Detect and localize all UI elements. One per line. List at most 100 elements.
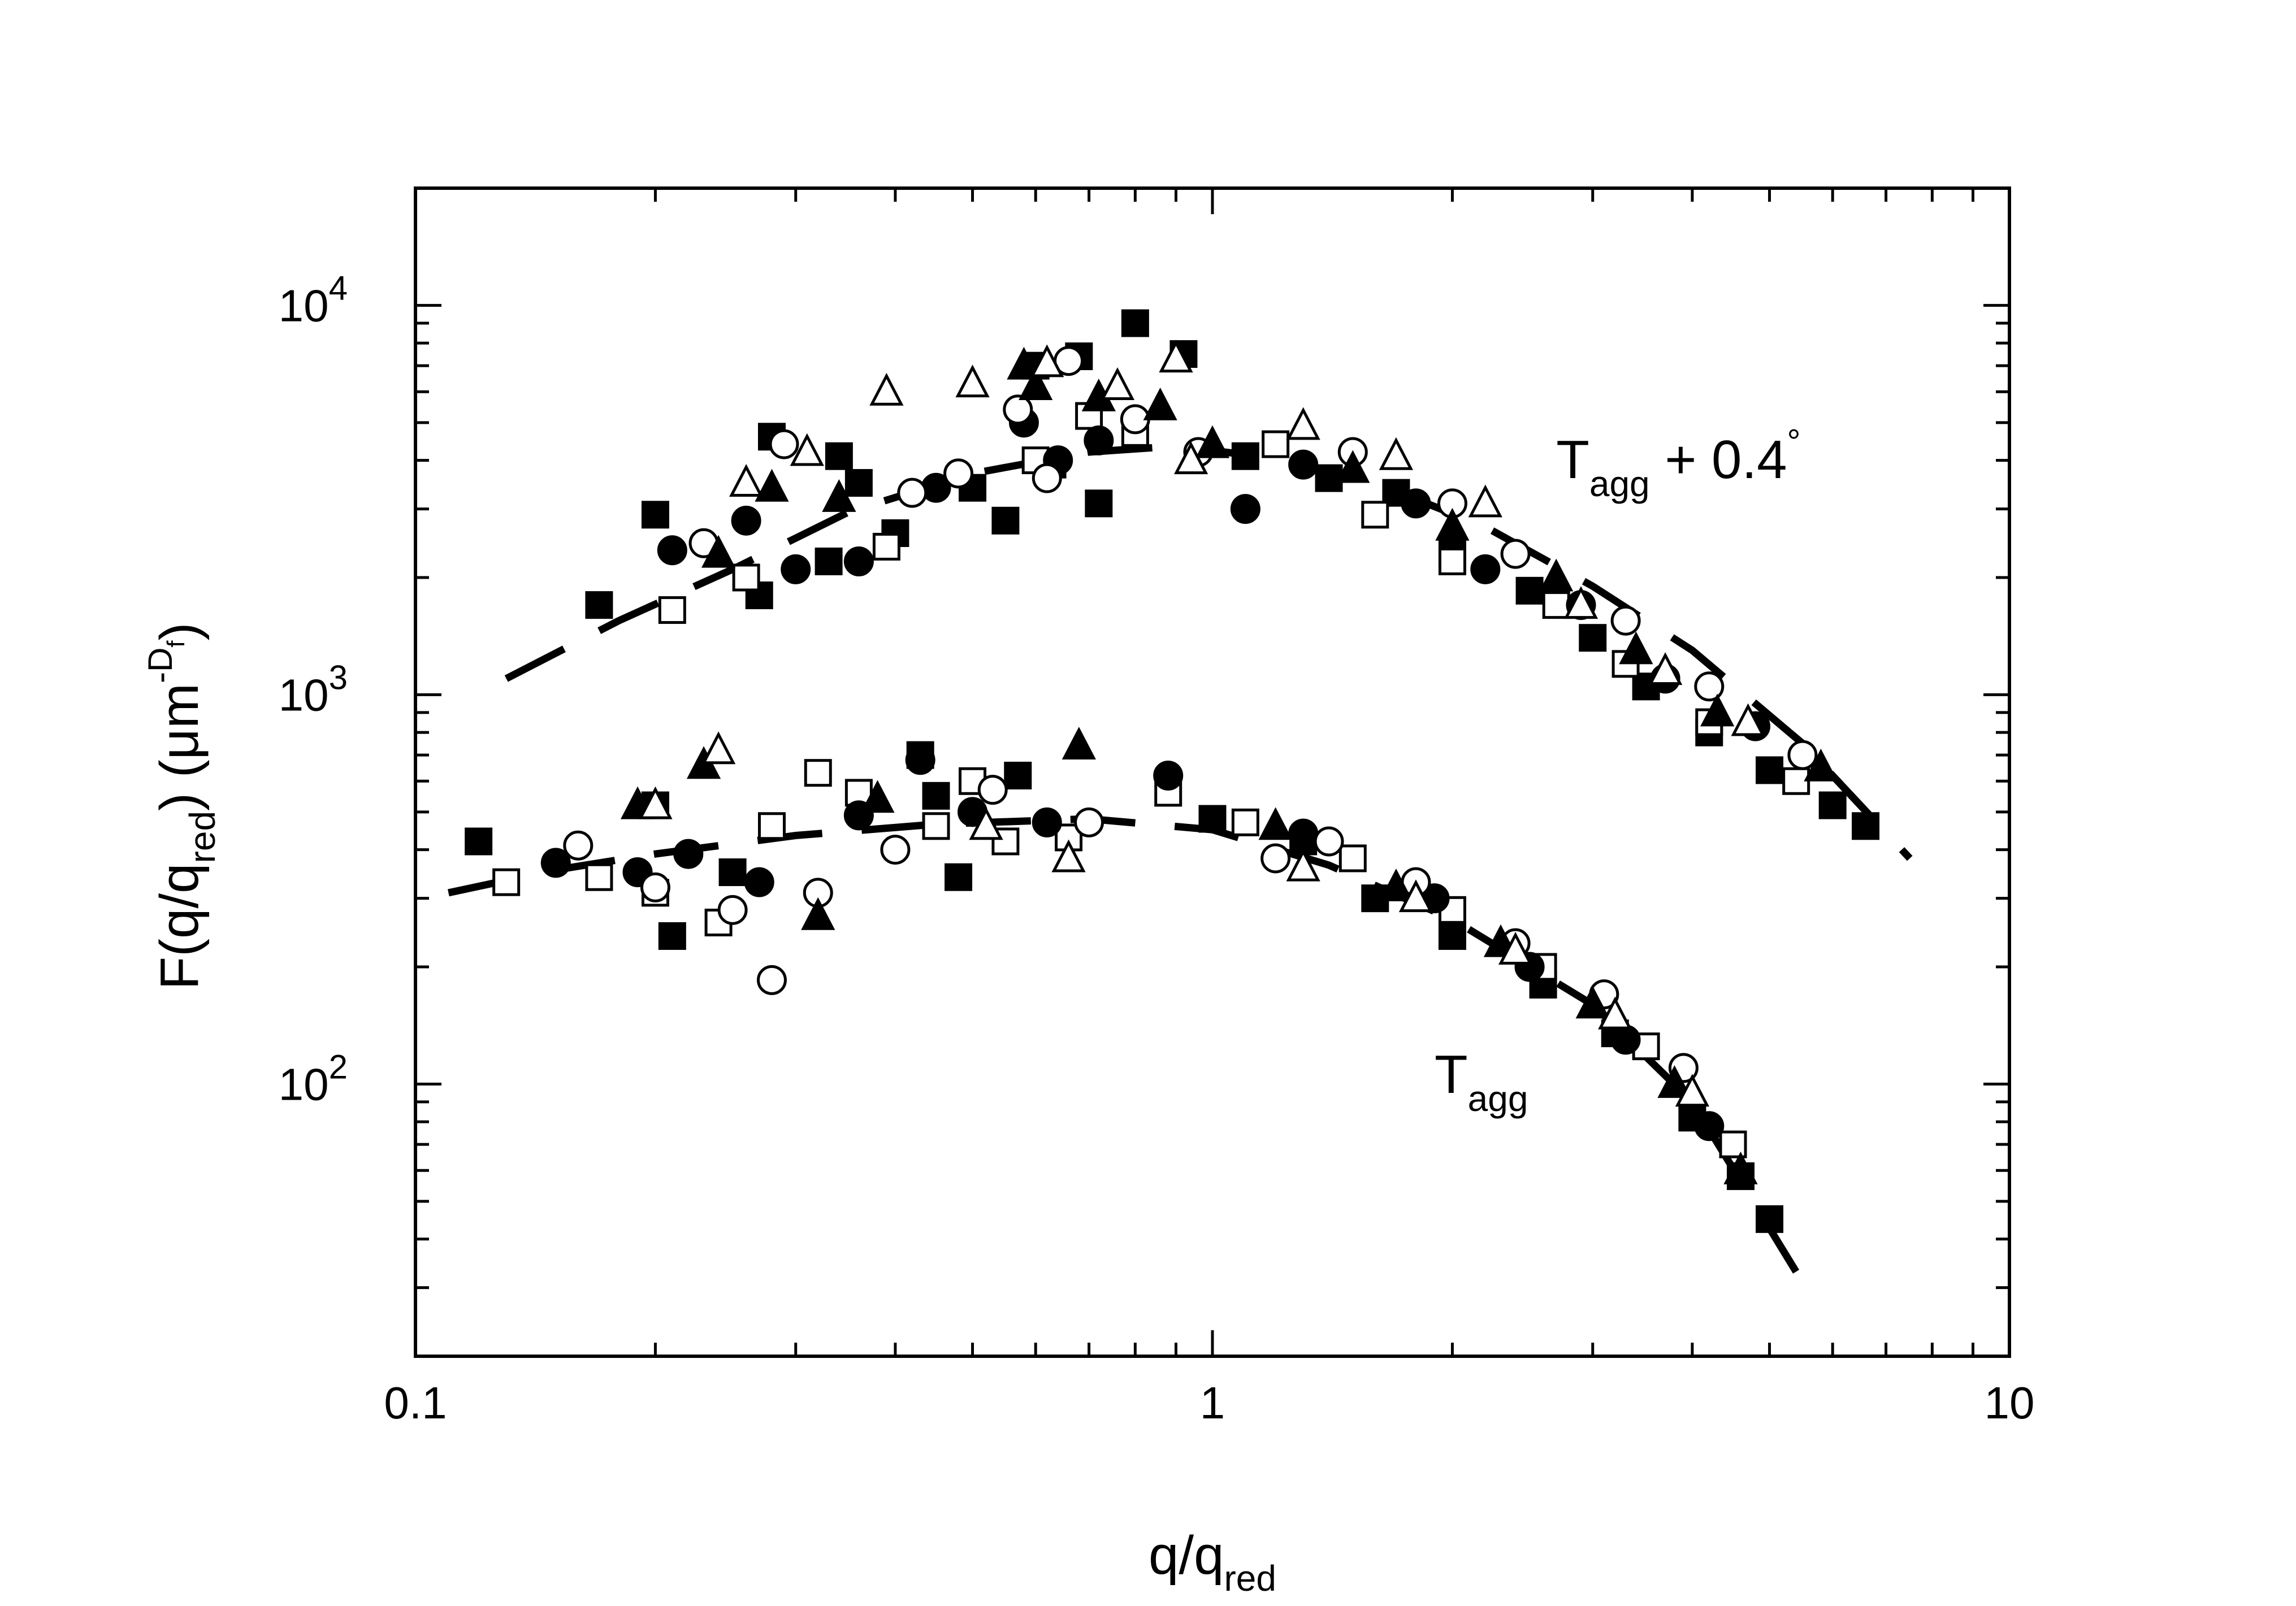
data-point-open-triangle: [790, 433, 824, 466]
data-point-open-circle: [1003, 394, 1033, 425]
y-tick-label-exp: 4: [329, 269, 348, 307]
data-point-filled-triangle: [1062, 727, 1096, 760]
data-point-filled-circle: [1401, 488, 1431, 519]
data-point-filled-circle: [1084, 425, 1114, 455]
plot-frame: [414, 186, 2011, 1358]
y-tick-label-base: 10: [279, 1059, 329, 1109]
data-point-open-circle: [1694, 671, 1725, 702]
annotation-tagg-plus-base: T: [1556, 429, 1589, 490]
y-axis-title-sub1: red: [182, 811, 223, 863]
data-point-open-circle: [1260, 843, 1291, 874]
data-point-filled-circle: [1288, 449, 1319, 480]
data-point-filled-circle: [1153, 760, 1184, 791]
y-axis-title-part3: ): [149, 623, 210, 641]
data-point-filled-circle: [1610, 1025, 1641, 1055]
data-point-filled-circle: [731, 505, 761, 536]
x-tick-label: 10: [1985, 1378, 2035, 1428]
data-point-filled-square: [718, 858, 747, 887]
data-point-filled-triangle: [755, 468, 789, 502]
data-point-open-circle: [640, 872, 670, 902]
data-point-open-square: [1262, 430, 1290, 458]
annotation-tagg-base: T: [1435, 1044, 1468, 1105]
data-point-open-square: [732, 563, 760, 592]
data-point-open-triangle: [1731, 703, 1765, 736]
y-tick-label: 104: [279, 269, 348, 331]
data-point-open-square: [1438, 547, 1466, 575]
data-point-filled-circle: [1032, 807, 1062, 837]
annotation-tagg-plus-sup: °: [1787, 423, 1801, 461]
x-axis-title-main: q/q: [1149, 1525, 1224, 1586]
x-tick-label: 0.1: [384, 1378, 447, 1428]
data-point-open-square: [1361, 501, 1389, 529]
data-point-open-circle: [1074, 807, 1104, 837]
annotation-tagg-plus-rest: + 0.4: [1650, 429, 1787, 490]
data-point-filled-circle: [540, 848, 571, 878]
data-point-open-triangle: [1598, 996, 1632, 1030]
data-point-open-triangle: [1286, 407, 1320, 440]
data-point-open-triangle: [1675, 1074, 1710, 1107]
data-point-open-triangle: [1030, 344, 1064, 377]
data-point-open-square: [1231, 808, 1259, 836]
data-point-open-triangle: [969, 807, 1003, 840]
data-point-open-triangle: [955, 364, 990, 398]
data-point-open-triangle: [869, 372, 904, 406]
data-point-filled-triangle: [1539, 558, 1574, 592]
data-point-filled-square: [1085, 489, 1113, 518]
data-point-open-circle: [769, 429, 799, 459]
data-point-filled-circle: [1470, 554, 1501, 584]
data-point-open-circle: [943, 458, 974, 489]
data-point-filled-triangle: [1723, 1151, 1758, 1184]
data-point-filled-triangle: [1804, 748, 1838, 782]
data-point-open-circle: [977, 775, 1008, 805]
data-point-filled-triangle: [1007, 346, 1041, 380]
data-point-filled-square: [844, 469, 873, 497]
data-point-open-triangle: [1379, 437, 1414, 470]
data-point-open-circle: [1314, 826, 1344, 857]
data-point-open-triangle: [1100, 367, 1135, 400]
data-point-filled-triangle: [1019, 367, 1053, 400]
data-point-open-circle: [897, 478, 928, 508]
data-point-open-circle: [717, 895, 748, 925]
data-point-open-triangle: [1051, 839, 1086, 873]
data-point-filled-square: [825, 442, 853, 470]
data-point-filled-triangle: [1575, 986, 1610, 1019]
data-point-filled-square: [1438, 922, 1466, 950]
annotation-tagg-sub: agg: [1468, 1078, 1528, 1119]
y-axis-title-supsub: f: [162, 640, 190, 648]
data-point-filled-triangle: [1336, 450, 1370, 483]
data-point-open-triangle: [701, 731, 736, 765]
data-point-open-square: [1719, 1130, 1747, 1158]
data-point-open-square: [492, 868, 521, 896]
data-point-open-square: [922, 812, 950, 840]
data-point-filled-circle: [657, 535, 687, 566]
data-point-open-triangle: [1498, 932, 1533, 965]
annotation-tagg: Tagg: [1435, 1044, 1528, 1119]
data-point-open-circle: [1500, 539, 1531, 569]
data-point-filled-square: [1756, 756, 1784, 784]
data-point-filled-square: [945, 863, 973, 891]
data-point-open-square: [804, 759, 832, 787]
y-axis-title-sup: -D: [141, 648, 179, 683]
data-point-open-circle: [563, 830, 594, 861]
data-point-filled-square: [991, 506, 1020, 535]
data-point-filled-square: [658, 922, 686, 950]
data-point-filled-circle: [905, 745, 935, 775]
data-point-open-square: [1338, 844, 1367, 873]
y-tick-label-base: 10: [279, 670, 329, 720]
data-point-filled-circle: [781, 554, 811, 584]
data-point-open-triangle: [1159, 340, 1193, 373]
data-point-open-circle: [756, 965, 787, 995]
data-point-filled-circle: [1288, 818, 1319, 849]
data-point-filled-triangle: [860, 780, 895, 813]
data-points: [465, 309, 1880, 1233]
data-point-open-triangle: [1286, 848, 1320, 882]
data-point-filled-square: [1231, 442, 1259, 470]
y-axis-title-part2: ) (μm: [149, 683, 210, 811]
data-point-filled-square: [1852, 812, 1880, 840]
data-point-filled-triangle: [1143, 387, 1177, 420]
y-axis-title-part1: F(q/q: [149, 863, 210, 989]
fit-upper: [504, 442, 1913, 861]
